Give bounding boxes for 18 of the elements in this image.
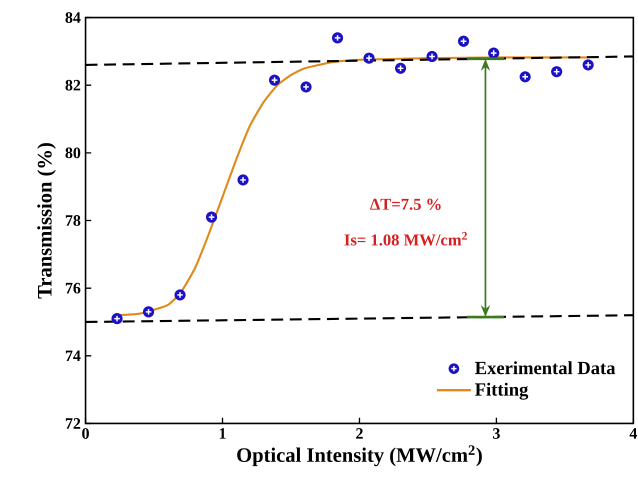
x-tick-label: 3: [493, 428, 500, 439]
x-tick-label: 2: [356, 428, 363, 438]
y-tick-label: 76: [66, 282, 80, 294]
y-tick-label: 72: [66, 418, 80, 429]
legend-label: Fitting: [475, 382, 528, 400]
annotation: Is= 1.08 MW/cm$^{2}$: [344, 232, 467, 246]
x-tick-label: 1: [220, 428, 226, 438]
annotation: ΔT=7.5 %: [370, 198, 441, 210]
legend-label: Exerimental Data: [475, 360, 616, 374]
x-axis-title: Optical Intensity (MW/cm$^{2}$): [237, 445, 482, 466]
y-tick-label: 80: [65, 147, 80, 158]
y-tick-label: 78: [66, 214, 80, 226]
y-tick-label: 82: [65, 80, 80, 90]
x-tick-label: 4: [630, 428, 638, 438]
y-tick-label: 74: [66, 350, 81, 361]
y-axis-title: Transmission (%): [37, 142, 56, 298]
x-tick-label: 0: [82, 428, 89, 439]
y-tick-label: 84: [65, 12, 81, 23]
